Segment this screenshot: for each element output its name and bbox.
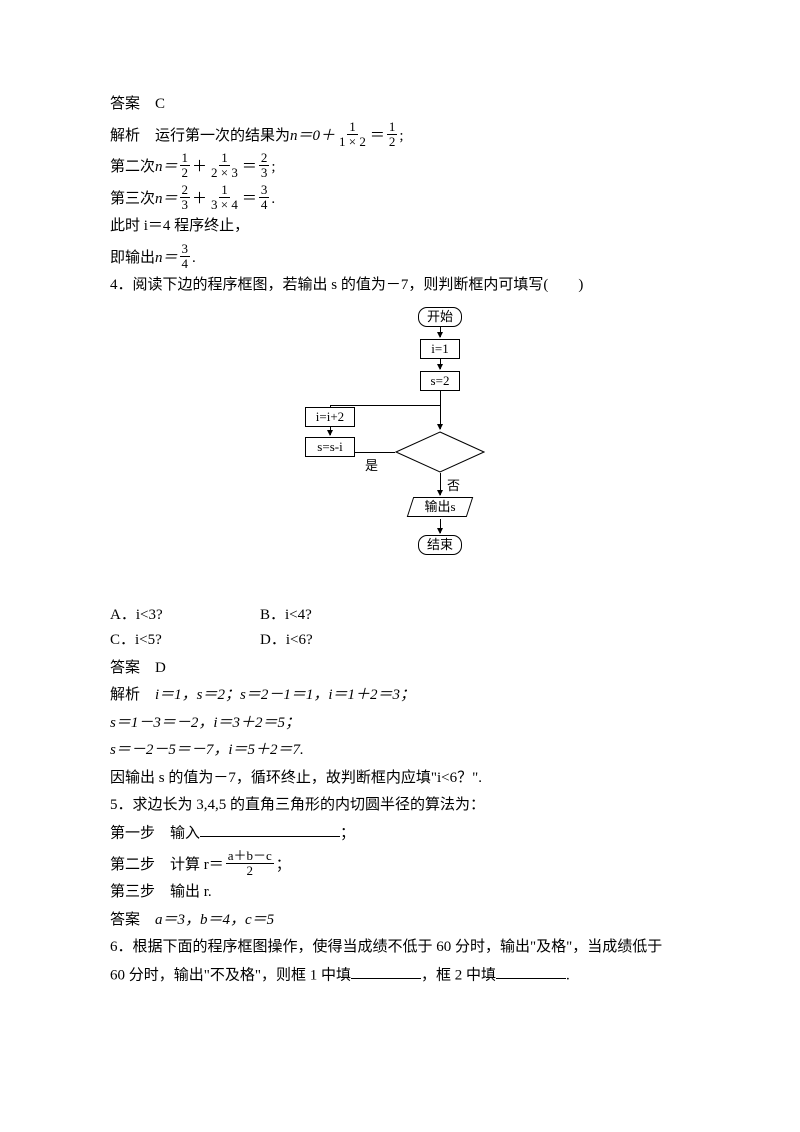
- fc-upd-i: i=i+2: [305, 407, 355, 427]
- fraction: 34: [259, 183, 270, 213]
- opt-a: A．i<3?: [110, 603, 260, 629]
- fraction: 12 × 3: [209, 151, 240, 181]
- q4-options-row2: C．i<5? D．i<6?: [110, 628, 690, 654]
- exp3-line1: 解析 运行第一次的结果为 n＝0＋ 11 × 2 ＝ 12 ;: [110, 120, 690, 150]
- opt-c: C．i<5?: [110, 628, 260, 654]
- fc-decision: [395, 431, 485, 473]
- q5-step3: 第三步 输出 r.: [110, 880, 690, 906]
- q4-options-row1: A．i<3? B．i<4?: [110, 603, 690, 629]
- label: 答案: [110, 96, 140, 112]
- fc-yes-label: 是: [364, 455, 379, 477]
- answer-3: 答案 C: [110, 92, 690, 118]
- text: 运行第一次的结果为: [155, 124, 290, 150]
- exp3-line2: 第二次 n＝ 12 ＋ 12 × 3 ＝ 23 ;: [110, 151, 690, 181]
- exp3-stop: 此时 i＝4 程序终止，: [110, 214, 690, 240]
- fraction: 13 × 4: [209, 183, 240, 213]
- fraction: 12: [387, 120, 398, 150]
- fc-output: 输出s: [410, 497, 470, 517]
- fc-start: 开始: [418, 307, 462, 327]
- answer-4: 答案D: [110, 656, 690, 682]
- n-eq: n＝0＋: [290, 124, 335, 150]
- exp3-line3: 第三次 n＝ 23 ＋ 13 × 4 ＝ 34 .: [110, 183, 690, 213]
- fraction: 34: [180, 242, 191, 272]
- exp4-l2: s＝1－3＝－2，i＝3＋2＝5；: [110, 711, 690, 737]
- blank-input[interactable]: [200, 821, 340, 838]
- q6-l1: 6．根据下面的程序框图操作，使得当成绩不低于 60 分时，输出"及格"，当成绩低…: [110, 935, 690, 961]
- fraction: 11 × 2: [337, 120, 368, 150]
- blank-2[interactable]: [496, 963, 566, 980]
- fc-upd-s: s=s-i: [305, 437, 355, 457]
- fc-end: 结束: [418, 535, 462, 555]
- q4-stem: 4．阅读下边的程序框图，若输出 s 的值为－7，则判断框内可填写( ): [110, 273, 690, 299]
- value: C: [155, 96, 165, 112]
- q5-step2: 第二步 计算 r＝ a＋b－c2 ；: [110, 849, 690, 879]
- answer-5: 答案a＝3，b＝4，c＝5: [110, 908, 690, 934]
- exp3-output: 即输出 n＝ 34 .: [110, 242, 690, 272]
- fraction: 12: [180, 151, 191, 181]
- flowchart: 开始 i=1 s=2 是 i=i+2 s=s-i 否: [270, 307, 530, 597]
- q6-l2: 60 分时，输出"不及格"，则框 1 中填，框 2 中填.: [110, 963, 690, 989]
- fc-init-s: s=2: [420, 371, 460, 391]
- label: 解析: [110, 124, 140, 150]
- opt-b: B．i<4?: [260, 603, 410, 629]
- fraction: 23: [259, 151, 270, 181]
- exp4-l4: 因输出 s 的值为－7，循环终止，故判断框内应填"i<6？".: [110, 766, 690, 792]
- exp4: 解析i＝1，s＝2；s＝2－1＝1，i＝1＋2＝3；: [110, 683, 690, 709]
- fraction: 23: [180, 183, 191, 213]
- fc-no-label: 否: [446, 475, 461, 497]
- fc-init-i: i=1: [420, 339, 460, 359]
- blank-1[interactable]: [351, 963, 421, 980]
- q5-stem: 5．求边长为 3,4,5 的直角三角形的内切圆半径的算法为：: [110, 793, 690, 819]
- q5-step1: 第一步 输入；: [110, 821, 690, 847]
- opt-d: D．i<6?: [260, 628, 410, 654]
- exp4-l3: s＝－2－5＝－7，i＝5＋2＝7.: [110, 738, 690, 764]
- fraction: a＋b－c2: [226, 849, 274, 879]
